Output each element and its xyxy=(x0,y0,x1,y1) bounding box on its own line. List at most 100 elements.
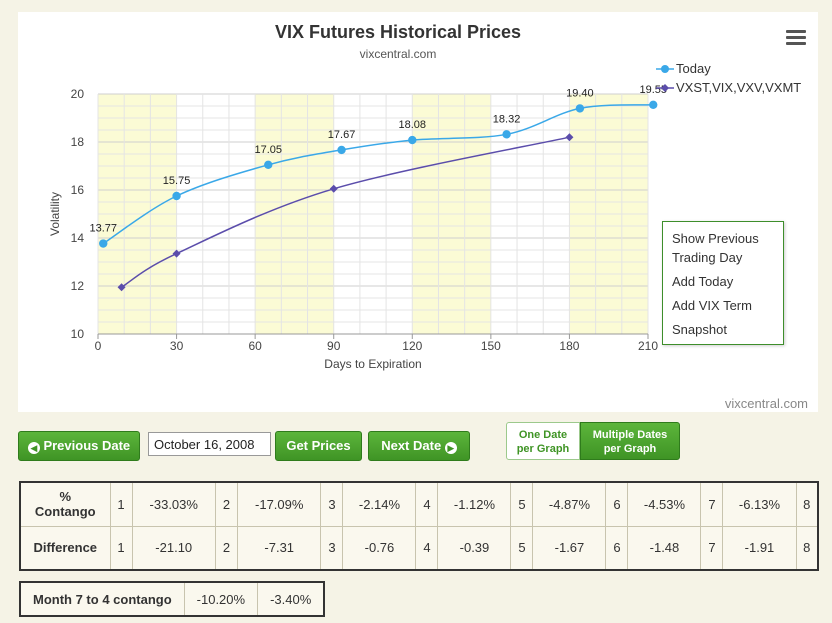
toggle-multi-line2: per Graph xyxy=(603,443,657,455)
chart-legend: Today VXST,VIX,VXV,VXMT xyxy=(656,61,801,95)
data-point[interactable] xyxy=(575,104,585,113)
toggle-multi-line1: Multiple Dates xyxy=(592,429,668,441)
month-number: 5 xyxy=(510,481,534,527)
data-point[interactable] xyxy=(408,135,417,145)
difference-row: Difference 1 -21.10 2 -7.31 3 -0.76 4 -0… xyxy=(19,525,819,571)
x-tick-label: 60 xyxy=(248,339,262,353)
chart-svg: 0 30 60 90 120 150 180 210 10 12 14 16 18 20 13.77 15.… xyxy=(48,22,808,411)
x-tick-label: 150 xyxy=(481,339,501,353)
y-tick-label: 18 xyxy=(71,135,85,149)
month-number: 7 xyxy=(700,525,724,571)
chevron-left-icon: ◀ xyxy=(27,442,40,454)
month-number: 4 xyxy=(415,481,439,527)
data-point[interactable] xyxy=(649,100,658,110)
contango-value: -4.53% xyxy=(627,481,702,527)
data-point[interactable] xyxy=(264,160,273,169)
legend-term-marker xyxy=(661,84,669,92)
chart-credit: vixcentral.com xyxy=(725,396,808,411)
previous-date-button[interactable]: ◀ Previous Date xyxy=(18,431,140,461)
chart-subtitle: vixcentral.com xyxy=(360,47,437,61)
month-number: 1 xyxy=(109,525,133,571)
chart-context-menu: Show Previous Trading Day Add Today Add … xyxy=(662,221,784,345)
y-tick-label: 14 xyxy=(71,231,85,245)
x-tick-label: 120 xyxy=(402,339,422,353)
contango-value: -17.09% xyxy=(236,481,322,527)
contango-row: % Contango 1 -33.03% 2 -17.09% 3 -2.14% … xyxy=(19,481,819,527)
contango-head-line2: Contango xyxy=(34,504,96,520)
multiple-dates-per-graph-toggle[interactable]: Multiple Dates per Graph xyxy=(580,422,680,460)
data-point[interactable] xyxy=(565,133,574,142)
month-number: 8 xyxy=(795,525,819,571)
difference-value: -7.31 xyxy=(236,525,322,571)
contango-value: -33.03% xyxy=(131,481,216,527)
month-number: 8 xyxy=(795,481,819,527)
data-point[interactable] xyxy=(329,184,338,193)
difference-value: -1.48 xyxy=(627,525,702,571)
month-number: 6 xyxy=(605,525,629,571)
contango-value: -6.13% xyxy=(722,481,797,527)
data-label: 17.67 xyxy=(328,129,356,141)
month-contango-value: -3.40% xyxy=(257,581,325,617)
x-axis-title: Days to Expiration xyxy=(324,357,421,371)
month-number: 3 xyxy=(320,525,344,571)
x-tick-label: 180 xyxy=(559,339,579,353)
data-label: 19.40 xyxy=(566,87,594,99)
menu-item-add-vix-term[interactable]: Add VIX Term xyxy=(672,298,752,313)
data-point[interactable] xyxy=(172,249,181,258)
month-number: 1 xyxy=(109,481,133,527)
x-tick-label: 90 xyxy=(327,339,341,353)
one-date-per-graph-toggle[interactable]: One Date per Graph xyxy=(506,422,580,460)
hamburger-menu-icon[interactable] xyxy=(786,30,806,46)
menu-item-add-today[interactable]: Add Today xyxy=(672,274,734,289)
y-axis-title: Volatility xyxy=(48,192,62,236)
date-controls: ◀ Previous Date Get Prices Next Date ▶ O… xyxy=(18,420,818,470)
data-label: 13.77 xyxy=(89,223,117,235)
data-label: 18.32 xyxy=(493,113,521,125)
next-date-button[interactable]: Next Date ▶ xyxy=(368,431,470,461)
month-number: 4 xyxy=(415,525,439,571)
difference-value: -0.76 xyxy=(342,525,417,571)
data-label: 19.55 xyxy=(639,84,667,96)
get-prices-button[interactable]: Get Prices xyxy=(275,431,362,461)
contango-table: % Contango 1 -33.03% 2 -17.09% 3 -2.14% … xyxy=(19,481,819,571)
legend-today-label[interactable]: Today xyxy=(676,61,711,76)
previous-date-label: Previous Date xyxy=(43,438,131,453)
data-label: 18.08 xyxy=(399,119,427,131)
y-tick-label: 10 xyxy=(71,327,85,341)
data-point[interactable] xyxy=(172,191,181,201)
y-tick-label: 20 xyxy=(71,87,85,101)
difference-value: -1.67 xyxy=(532,525,607,571)
contango-value: -2.14% xyxy=(342,481,417,527)
data-point[interactable] xyxy=(117,283,126,292)
contango-head-line1: % xyxy=(59,489,72,505)
data-label: 15.75 xyxy=(163,175,191,187)
data-point[interactable] xyxy=(99,239,108,248)
data-point[interactable] xyxy=(502,130,511,139)
legend-term-label[interactable]: VXST,VIX,VXV,VXMT xyxy=(676,80,801,95)
date-input[interactable] xyxy=(148,432,271,456)
toggle-one-line1: One Date xyxy=(518,429,568,441)
month-number: 5 xyxy=(510,525,534,571)
contango-value: -1.12% xyxy=(437,481,512,527)
chart-panel: 0 30 60 90 120 150 180 210 10 12 14 16 18 20 13.77 15.… xyxy=(18,12,818,412)
contango-row-header: % Contango xyxy=(19,481,111,527)
month-contango-row: Month 7 to 4 contango -10.20% -3.40% xyxy=(19,581,325,617)
difference-value: -1.91 xyxy=(722,525,797,571)
x-tick-label: 0 xyxy=(95,339,102,353)
next-date-label: Next Date xyxy=(381,438,442,453)
y-tick-label: 12 xyxy=(71,279,85,293)
month-number: 7 xyxy=(700,481,724,527)
menu-item-snapshot[interactable]: Snapshot xyxy=(672,322,727,337)
get-prices-label: Get Prices xyxy=(286,438,351,453)
series-line-1 xyxy=(121,136,570,288)
data-point[interactable] xyxy=(337,145,346,155)
x-tick-label: 30 xyxy=(170,339,184,353)
month-number: 3 xyxy=(320,481,344,527)
chevron-right-icon: ▶ xyxy=(444,442,457,454)
difference-value: -0.39 xyxy=(437,525,512,571)
menu-item-show-previous[interactable]: Show Previous Trading Day xyxy=(672,231,759,265)
month-number: 2 xyxy=(214,481,238,527)
month-contango-value: -10.20% xyxy=(183,581,259,617)
month-number: 2 xyxy=(214,525,238,571)
y-tick-label: 16 xyxy=(71,183,85,197)
